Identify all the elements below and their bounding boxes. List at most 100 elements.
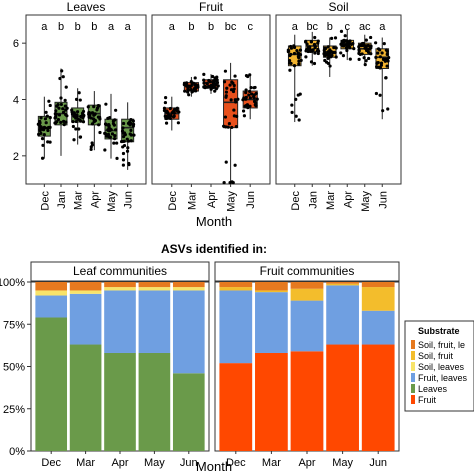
x-tick-label: May <box>332 457 353 469</box>
data-point <box>222 80 227 84</box>
bar-segment-fruit-leaves <box>172 290 205 374</box>
box-jun <box>119 102 136 170</box>
data-point <box>36 122 40 126</box>
data-point <box>364 38 368 42</box>
box-plot-chart: 246LeavesaDecbJanbMarbApraMayaJunFruitaD… <box>13 0 402 229</box>
x-tick-label: Dec <box>167 191 179 211</box>
data-point <box>376 60 380 65</box>
data-point <box>328 49 333 53</box>
data-point <box>41 128 46 132</box>
x-tick-label: Jun <box>377 191 389 209</box>
data-point <box>48 103 52 108</box>
data-point <box>202 85 206 89</box>
data-point <box>90 143 95 147</box>
data-point <box>215 80 220 85</box>
data-point <box>48 116 52 120</box>
data-point <box>225 86 229 90</box>
data-point <box>121 163 126 167</box>
box-may <box>357 34 373 67</box>
data-point <box>168 106 172 111</box>
data-point <box>323 52 327 56</box>
data-point <box>71 119 75 124</box>
data-point <box>38 119 42 124</box>
panel-title: Soil <box>328 0 348 14</box>
significance-letter: b <box>58 21 64 33</box>
data-point <box>340 43 345 47</box>
data-point <box>164 96 168 100</box>
box-jun <box>374 37 391 120</box>
data-point <box>357 49 361 53</box>
data-point <box>77 127 81 131</box>
data-point <box>242 114 247 118</box>
data-point <box>380 51 384 55</box>
data-point <box>54 115 58 119</box>
bar-segment-soil-fruit-le <box>361 282 395 288</box>
data-point <box>58 76 62 81</box>
data-point <box>333 50 337 55</box>
data-point <box>71 124 75 129</box>
significance-letter: bc <box>225 21 237 33</box>
data-point <box>326 61 330 66</box>
data-point <box>97 123 101 127</box>
data-point <box>65 106 69 110</box>
bar-segment-leaves <box>138 352 171 451</box>
data-point <box>74 127 78 131</box>
data-point <box>129 128 133 132</box>
data-point <box>44 110 48 114</box>
data-point <box>187 93 191 97</box>
data-point <box>60 69 64 73</box>
data-point <box>47 99 51 103</box>
data-point <box>121 139 125 144</box>
data-point <box>64 120 68 124</box>
data-point <box>252 96 256 100</box>
data-point <box>121 145 125 149</box>
bar-segment-soil-leaves <box>35 290 68 296</box>
bar-segment-fruit <box>326 344 359 451</box>
data-point <box>360 52 364 56</box>
data-point <box>132 133 136 137</box>
data-point <box>292 64 297 68</box>
data-point <box>292 44 296 48</box>
data-point <box>365 48 369 52</box>
legend-label: Fruit, leaves <box>418 373 468 383</box>
data-point <box>381 109 385 113</box>
x-tick-label: Apr <box>89 191 101 208</box>
data-point <box>45 114 49 118</box>
data-point <box>224 90 229 94</box>
significance-letter: a <box>379 21 386 33</box>
data-point <box>378 55 382 59</box>
bar-segment-soil-leaves <box>138 287 171 291</box>
x-axis-label: Month <box>196 214 232 229</box>
bar-segment-leaves <box>104 352 136 451</box>
data-point <box>104 132 108 136</box>
data-point <box>129 117 133 122</box>
bar-segment-fruit-leaves <box>290 300 324 352</box>
legend-swatch <box>411 362 415 371</box>
data-point <box>44 121 48 125</box>
data-point <box>233 98 237 102</box>
data-point <box>297 55 301 60</box>
data-point <box>190 90 194 94</box>
y-tick-label: 0% <box>9 446 25 458</box>
data-point <box>213 89 217 93</box>
box-apr <box>339 29 356 61</box>
box-jan <box>304 31 321 66</box>
data-point <box>386 59 390 63</box>
data-point <box>298 92 302 96</box>
significance-letter: a <box>169 21 176 33</box>
data-point <box>297 118 301 122</box>
data-point <box>97 104 101 108</box>
data-point <box>193 76 197 80</box>
data-point <box>304 49 308 53</box>
data-point <box>332 45 336 50</box>
box-dec <box>286 34 303 123</box>
data-point <box>115 156 119 161</box>
significance-letter: c <box>247 21 253 33</box>
x-tick-label: Dec <box>39 191 51 211</box>
data-point <box>231 180 235 185</box>
data-point <box>42 133 46 137</box>
data-point <box>232 114 236 118</box>
data-point <box>128 132 132 136</box>
data-point <box>194 89 198 93</box>
